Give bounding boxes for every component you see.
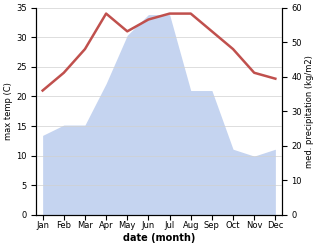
Y-axis label: max temp (C): max temp (C) <box>4 82 13 140</box>
Y-axis label: med. precipitation (kg/m2): med. precipitation (kg/m2) <box>305 55 314 168</box>
X-axis label: date (month): date (month) <box>123 233 195 243</box>
